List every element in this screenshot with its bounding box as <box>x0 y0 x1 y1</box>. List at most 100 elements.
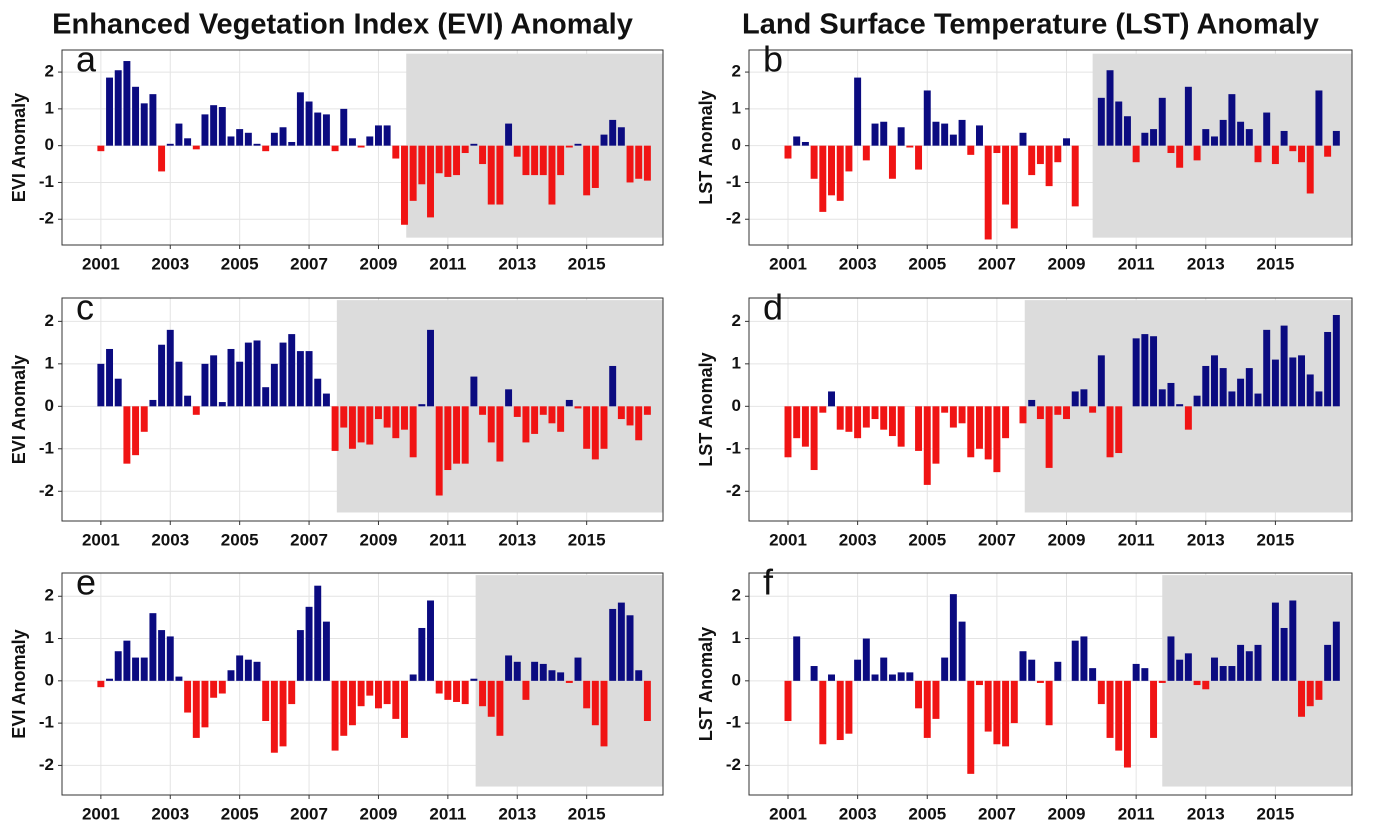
bar <box>880 657 888 681</box>
bar <box>357 145 365 148</box>
x-tick-label: 2003 <box>839 804 877 821</box>
bar <box>123 406 131 464</box>
y-tick-label: 1 <box>732 353 741 372</box>
bar <box>175 123 183 146</box>
bar <box>793 136 801 146</box>
bar <box>184 138 192 146</box>
bar <box>923 680 931 738</box>
bar <box>1097 355 1105 407</box>
x-tick-label: 2003 <box>151 804 189 821</box>
bar <box>932 406 940 464</box>
bar <box>845 406 853 432</box>
bar <box>1019 132 1027 146</box>
bar <box>574 657 582 681</box>
bar <box>97 680 105 688</box>
bar <box>1080 636 1088 681</box>
bar <box>496 406 504 462</box>
bar <box>1028 659 1036 681</box>
bar <box>1237 644 1245 681</box>
bar <box>262 680 270 721</box>
y-tick-label: 0 <box>732 396 741 415</box>
bar <box>643 145 651 181</box>
x-tick-label: 2011 <box>1118 530 1155 549</box>
bar <box>427 145 434 218</box>
y-tick-label: 0 <box>45 396 54 415</box>
y-tick-label: -2 <box>39 481 54 500</box>
y-axis-label: EVI Anomaly <box>9 629 29 738</box>
y-tick-label: -2 <box>39 755 54 774</box>
bar <box>123 640 131 681</box>
bar <box>140 103 148 146</box>
bar <box>175 676 183 681</box>
bar <box>227 136 235 146</box>
bar <box>643 680 651 721</box>
bar <box>600 406 608 449</box>
y-axis-label: LST Anomaly <box>696 352 716 466</box>
bar <box>1019 406 1027 424</box>
bar <box>1289 357 1297 407</box>
bar <box>1210 136 1218 146</box>
bar <box>888 406 896 437</box>
bar <box>270 132 278 146</box>
bar <box>626 615 634 681</box>
bar <box>1210 657 1218 681</box>
bar <box>227 670 235 681</box>
bar <box>819 145 827 212</box>
bar <box>975 406 983 449</box>
bar <box>418 627 426 681</box>
bar <box>435 145 443 174</box>
bar <box>132 406 140 456</box>
bar <box>383 125 391 146</box>
x-tick-label: 2003 <box>839 530 877 549</box>
y-tick-label: 1 <box>45 98 54 117</box>
x-tick-label: 2001 <box>769 804 807 821</box>
shaded-region <box>1024 300 1352 513</box>
bar <box>975 680 983 686</box>
bar <box>114 378 122 407</box>
bar <box>1063 406 1070 420</box>
bar <box>984 406 992 460</box>
bar <box>548 145 556 205</box>
bar <box>958 406 966 424</box>
bar <box>418 145 426 185</box>
bar <box>114 70 122 146</box>
bar <box>253 661 261 681</box>
bar <box>348 680 356 726</box>
bar <box>591 680 599 726</box>
bar <box>1315 90 1323 146</box>
bar <box>322 114 330 146</box>
bar <box>967 145 975 155</box>
bar <box>296 351 304 407</box>
bar <box>496 680 504 736</box>
x-tick-label: 2015 <box>568 804 606 821</box>
y-tick-label: -1 <box>39 713 54 732</box>
bar <box>1245 368 1253 407</box>
plot-border <box>748 297 1353 522</box>
bar <box>1228 94 1236 146</box>
bar <box>192 680 200 738</box>
bar <box>591 145 599 188</box>
bar <box>201 363 209 407</box>
panel-label: a <box>76 39 97 80</box>
bar <box>600 680 608 747</box>
bar <box>643 406 651 415</box>
bar <box>932 680 940 719</box>
bar <box>470 376 478 407</box>
bar <box>1132 338 1140 407</box>
bar <box>392 680 400 719</box>
bar <box>1219 368 1227 407</box>
bar <box>392 145 400 159</box>
bar <box>149 613 157 681</box>
bar <box>828 145 835 196</box>
bar <box>1002 406 1010 439</box>
y-tick-label: 1 <box>732 98 741 117</box>
panel-label: d <box>763 287 783 328</box>
bar <box>1106 406 1114 458</box>
bar <box>453 680 461 702</box>
bar <box>218 680 226 694</box>
bar <box>793 406 801 439</box>
bar <box>461 145 469 154</box>
bar <box>1324 331 1332 407</box>
bar <box>1271 145 1279 165</box>
bar <box>932 121 940 146</box>
